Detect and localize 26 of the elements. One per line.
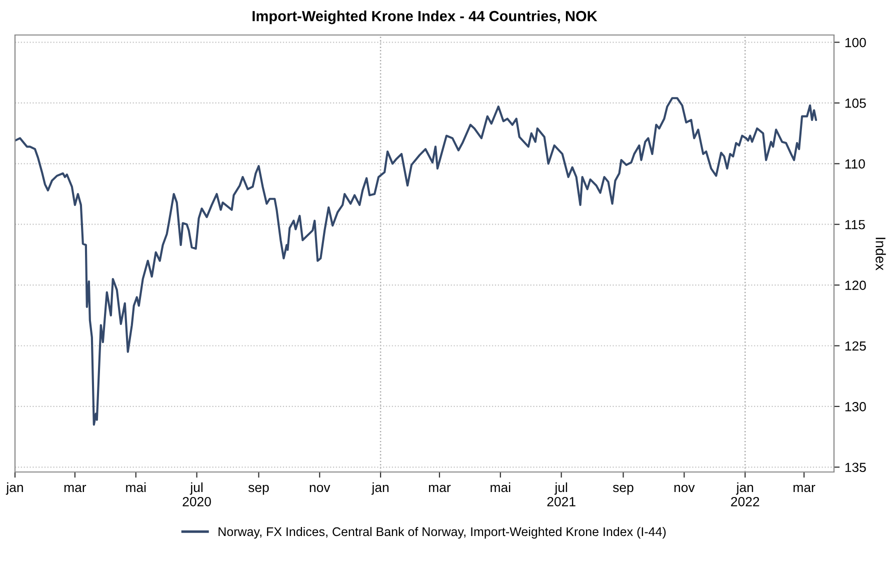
x-tick-label: sep [612, 484, 634, 495]
y-tick-label: 135 [845, 462, 866, 472]
x-tick-label: jan 2022 [731, 482, 760, 506]
line-series [15, 97, 818, 426]
x-tick-label: mai [490, 482, 510, 492]
x-tick-label: sep [248, 484, 269, 495]
y-tick-label: 115 [845, 220, 865, 230]
y-tick-label: 110 [845, 159, 865, 169]
y-tick-label: 120 [845, 280, 866, 290]
legend-label: Norway, FX Indices, Central Bank of Norway, Import-Weighted Krone Index (I-44) [218, 526, 666, 539]
x-tick-label: jul 2020 [182, 482, 211, 506]
y-tick-label: 130 [845, 402, 866, 412]
y-tick-label: 100 [845, 38, 866, 48]
x-tick-label: jan [371, 482, 388, 495]
x-tick-label: nov [674, 484, 695, 492]
x-tick-label: mar [428, 484, 451, 492]
x-tick-label: jan [6, 482, 23, 495]
x-tick-label: mai [126, 482, 146, 492]
chart-title: Import-Weighted Krone Index - 44 Countries, NOK [252, 10, 598, 24]
y-axis-title: Index [876, 238, 886, 270]
y-tick-label: 125 [845, 341, 866, 351]
x-tick-label: mar [794, 484, 816, 492]
y-tick-label: 105 [845, 98, 866, 108]
x-tick-label: mar [64, 484, 86, 492]
x-tick-label: jul 2021 [547, 482, 576, 506]
x-tick-label: nov [310, 484, 330, 492]
